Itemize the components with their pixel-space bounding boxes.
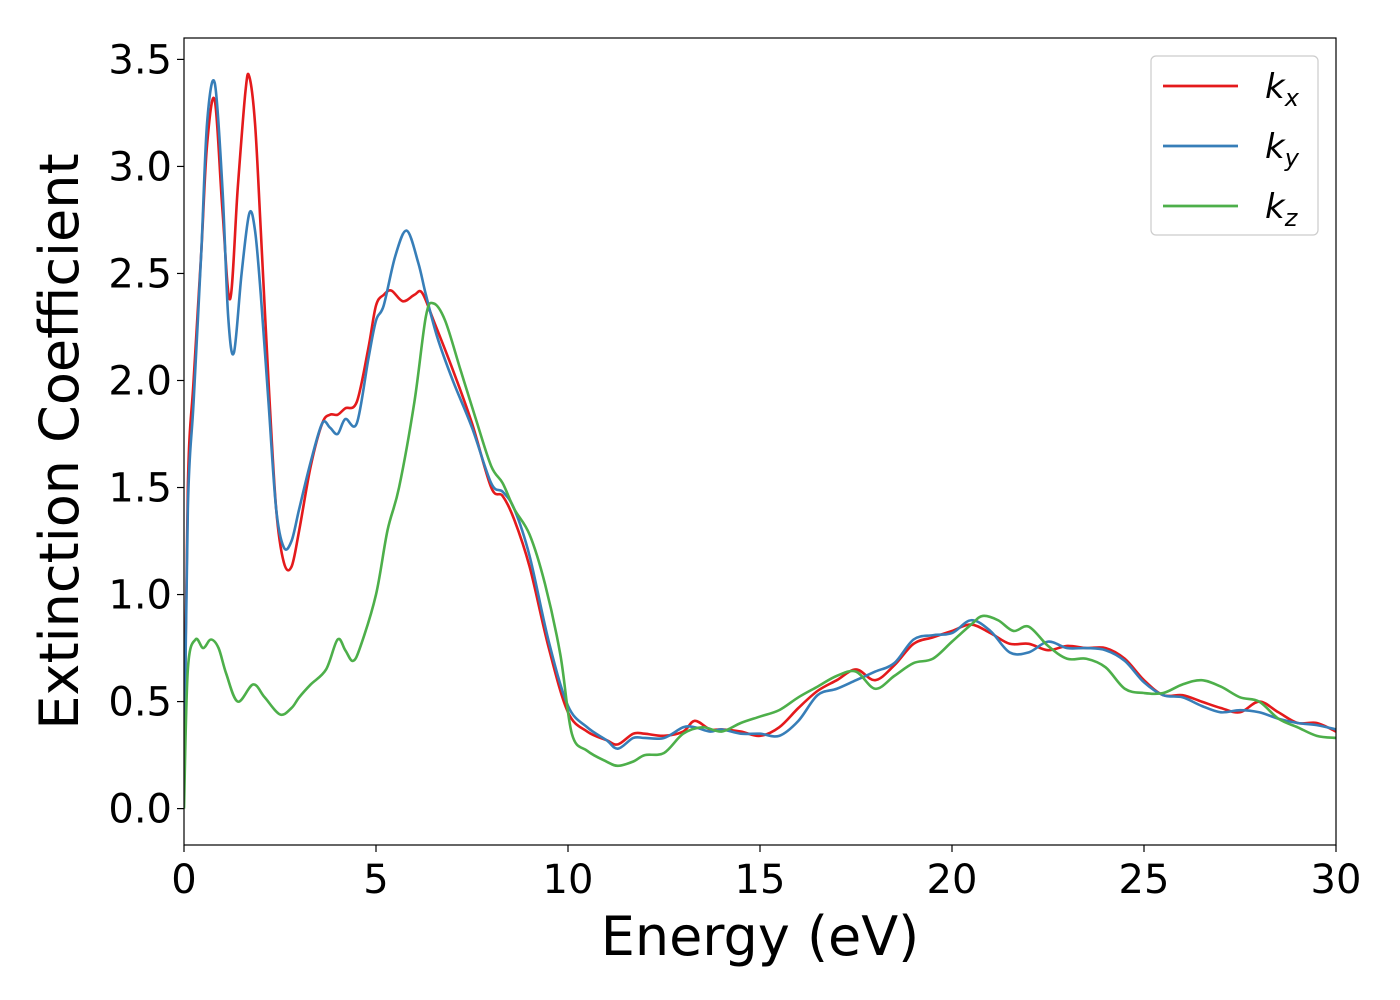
y-tick-label: 0.0: [108, 787, 172, 833]
x-axis-title: Energy (eV): [601, 905, 920, 968]
y-tick-label: 1.0: [108, 573, 172, 619]
y-tick-label: 2.5: [108, 251, 172, 297]
y-tick-label: 2.0: [108, 358, 172, 404]
series-line-kz: [184, 301, 1336, 809]
series-lines: [184, 72, 1336, 809]
y-axis-title: Extinction Coefficient: [28, 153, 91, 729]
x-tick-label: 30: [1311, 857, 1362, 903]
y-tick-label: 1.5: [108, 466, 172, 512]
y-tick-label: 0.5: [108, 680, 172, 726]
x-axis: 0 5 10 15 20 25 30: [171, 845, 1361, 903]
y-tick-label: 3.5: [108, 37, 172, 83]
x-tick-label: 10: [543, 857, 594, 903]
x-tick-label: 25: [1119, 857, 1170, 903]
y-tick-label: 3.0: [108, 144, 172, 190]
x-tick-label: 15: [735, 857, 786, 903]
x-tick-label: 20: [927, 857, 978, 903]
x-tick-label: 5: [363, 857, 388, 903]
y-axis: 0.0 0.5 1.0 1.5 2.0 2.5 3.0 3.5: [108, 37, 184, 833]
series-line-ky: [184, 79, 1336, 798]
x-tick-label: 0: [171, 857, 196, 903]
